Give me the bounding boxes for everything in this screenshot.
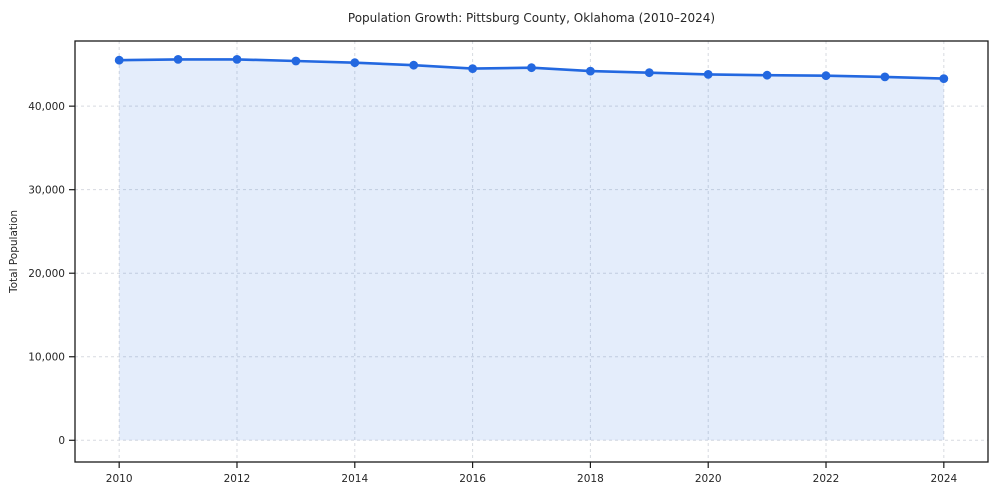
data-point-marker	[232, 55, 242, 64]
data-point-marker	[586, 66, 595, 76]
grid-layer	[75, 41, 988, 462]
data-point-marker	[173, 55, 183, 64]
y-axis-label: Total Population	[8, 210, 20, 294]
data-point-marker	[114, 55, 124, 65]
x-tick-label: 2022	[813, 473, 840, 485]
data-point-marker	[291, 56, 301, 66]
x-tick-label: 2024	[930, 473, 957, 485]
data-point-marker	[762, 70, 772, 80]
series-layer	[114, 55, 949, 441]
chart-title: Population Growth: Pittsburg County, Okl…	[348, 11, 715, 25]
data-point-marker	[350, 58, 360, 68]
plot-border	[74, 40, 989, 463]
x-tick-label: 2020	[695, 473, 722, 485]
x-tick-label: 2016	[459, 473, 486, 485]
axes-layer: 2010 2012 2014 2016 2018 2020 2022 2024 0 10,000 2…	[28, 40, 989, 485]
data-point-marker	[939, 74, 949, 83]
data-point-marker	[468, 64, 477, 73]
x-tick-label: 2010	[106, 473, 133, 485]
y-tick-label: 20,000	[28, 268, 65, 280]
data-point-marker	[821, 71, 831, 81]
data-point-marker	[703, 70, 713, 79]
x-tick-label: 2014	[341, 473, 368, 485]
area-fill	[119, 59, 944, 441]
data-point-marker	[527, 63, 536, 73]
x-tick-label: 2012	[224, 473, 251, 485]
y-tick-label: 40,000	[28, 101, 65, 113]
y-tick-label: 0	[58, 435, 65, 447]
y-tick-label: 10,000	[28, 351, 65, 363]
data-point-marker	[644, 68, 654, 78]
data-point-marker	[880, 72, 890, 82]
x-tick-label: 2018	[577, 473, 604, 485]
data-point-marker	[409, 60, 419, 70]
y-tick-label: 30,000	[28, 184, 65, 196]
